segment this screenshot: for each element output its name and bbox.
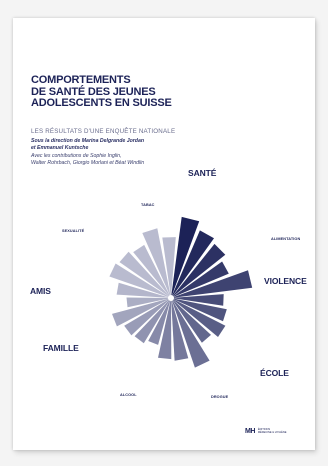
label-ecole: ÉCOLE — [260, 368, 289, 378]
publisher-name-line-2: MÉDECINE & HYGIÈNE — [257, 431, 287, 434]
label-famille: FAMILLE — [43, 343, 79, 353]
wedge-18 — [116, 282, 169, 298]
wedge-4 — [173, 261, 229, 297]
label-amis: AMIS — [30, 286, 51, 296]
editors-line-2: et Emmanuel Kuntsche — [31, 144, 89, 151]
editors-line-1: Sous la direction de Marina Delgrande Jo… — [31, 138, 144, 144]
contributors-line-2: Walter Rohrbach, Giorgio Morlani et Béat… — [31, 159, 145, 166]
wedge-5 — [173, 270, 253, 298]
label-violence: VIOLENCE — [264, 276, 307, 286]
wedge-21 — [133, 244, 170, 296]
wedge-22 — [142, 228, 171, 296]
wedge-14 — [134, 300, 170, 344]
label-sexualite: SEXUALITÉ — [62, 229, 85, 233]
publisher-name: ÉDITIONS MÉDECINE & HYGIÈNE — [258, 428, 288, 434]
contributors-credit: Avec les contributions de Sophie Inglin,… — [31, 153, 231, 166]
wedge-11 — [171, 300, 189, 361]
wedge-15 — [124, 299, 169, 336]
wedge-12 — [158, 300, 172, 360]
label-tabac: TABAC — [141, 203, 155, 207]
wedge-group — [109, 216, 253, 368]
title-line-1: COMPORTEMENTS — [31, 74, 131, 86]
wedge-23 — [162, 237, 176, 295]
wedge-20 — [119, 251, 169, 297]
editors-credit: Sous la direction de Marina Delgrande Jo… — [31, 138, 231, 151]
radial-wedge-graphic — [109, 216, 253, 368]
wedge-19 — [109, 263, 169, 297]
label-sante: SANTÉ — [188, 168, 217, 178]
wedge-6 — [174, 294, 224, 306]
wedge-8 — [173, 299, 226, 337]
wedge-9 — [172, 300, 211, 343]
wedge-7 — [173, 298, 227, 322]
wedge-3 — [172, 243, 226, 297]
book-title: COMPORTEMENTS DE SANTÉ DES JEUNES ADOLES… — [31, 74, 261, 110]
publisher-mark: MH — [245, 427, 255, 435]
title-line-3: ADOLESCENTS EN SUISSE — [31, 97, 172, 109]
wedge-13 — [148, 300, 171, 345]
wedge-16 — [112, 298, 169, 327]
book-subtitle: LES RÉSULTATS D'UNE ENQUÊTE NATIONALE — [31, 128, 176, 135]
label-alcool: ALCOOL — [120, 393, 137, 397]
book-cover: COMPORTEMENTS DE SANTÉ DES JEUNES ADOLES… — [13, 18, 315, 450]
label-alimentation: ALIMENTATION — [271, 237, 301, 241]
contributors-line-1: Avec les contributions de Sophie Inglin, — [31, 153, 122, 159]
publisher-logo: MH ÉDITIONS MÉDECINE & HYGIÈNE — [245, 426, 288, 436]
label-drogue: DROGUE — [211, 395, 229, 399]
publisher-name-line-1: ÉDITIONS — [257, 428, 271, 431]
wedge-17 — [126, 297, 169, 308]
wedge-10 — [172, 300, 210, 368]
title-line-2: DE SANTÉ DES JEUNES — [31, 85, 156, 98]
wedge-1 — [171, 216, 200, 296]
wedge-2 — [172, 230, 214, 296]
